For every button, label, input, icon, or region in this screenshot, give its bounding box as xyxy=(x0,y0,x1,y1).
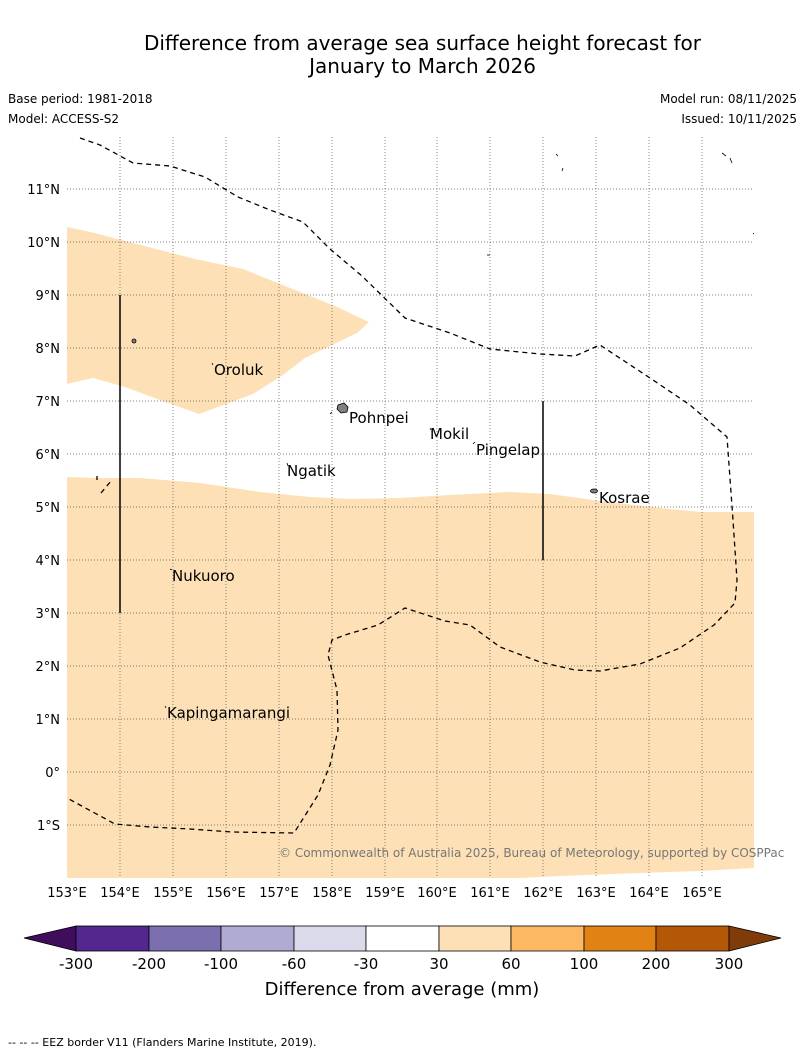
graticule xyxy=(67,137,754,878)
lat-label: 1°S xyxy=(37,819,60,834)
base-period: Base period: 1981-2018 xyxy=(8,92,153,106)
lon-label: 163°E xyxy=(576,886,616,901)
colorbar-segment xyxy=(510,925,585,952)
colorbar-tick: -200 xyxy=(132,955,166,973)
colorbar-tick: -60 xyxy=(282,955,307,973)
place-label-oroluk: Oroluk xyxy=(214,361,263,379)
lon-label: 153°E xyxy=(47,886,87,901)
lon-label: 159°E xyxy=(365,886,405,901)
colorbar-segment xyxy=(220,925,295,952)
colorbar-segment xyxy=(293,925,367,952)
colorbar-segment xyxy=(438,925,512,952)
colorbar-segment xyxy=(148,925,222,952)
lon-label: 156°E xyxy=(206,886,246,901)
lat-label: 7°N xyxy=(36,395,61,410)
lat-label: 0° xyxy=(45,766,60,781)
colorbar-tick: -300 xyxy=(59,955,93,973)
colorbar-label: Difference from average (mm) xyxy=(265,979,540,1000)
title-line-2: January to March 2026 xyxy=(309,54,536,78)
map-area xyxy=(67,137,754,878)
place-label-pingelap: Pingelap xyxy=(476,441,540,459)
lon-label: 162°E xyxy=(523,886,563,901)
eez-border xyxy=(67,137,738,834)
anomaly-region-north xyxy=(67,227,369,414)
colorbar-segment xyxy=(583,925,657,952)
lat-label: 10°N xyxy=(27,236,60,251)
colorbar-tick: 300 xyxy=(715,955,744,973)
lat-label: 6°N xyxy=(36,448,61,463)
lon-label: 158°E xyxy=(312,886,352,901)
colorbar xyxy=(23,925,782,952)
place-label-pohnpei: Pohnpei xyxy=(349,409,409,427)
colorbar-segment xyxy=(75,925,150,952)
lon-label: 160°E xyxy=(417,886,457,901)
islands xyxy=(131,152,754,494)
lat-label: 8°N xyxy=(36,342,61,357)
lat-label: 1°N xyxy=(36,713,61,728)
colorbar-extend-low xyxy=(23,925,77,952)
lat-label: 11°N xyxy=(27,183,60,198)
colorbar-tick: -100 xyxy=(204,955,238,973)
lat-label: 2°N xyxy=(36,660,61,675)
place-label-nukuoro: Nukuoro xyxy=(172,567,235,585)
colorbar-segment xyxy=(365,925,440,952)
lat-label: 3°N xyxy=(36,607,61,622)
lat-label: 5°N xyxy=(36,501,61,516)
anomaly-region-south xyxy=(67,477,754,878)
lat-label: 4°N xyxy=(36,554,61,569)
eez-attribution: -- -- -- EEZ border V11 (Flanders Marine… xyxy=(8,1036,317,1049)
colorbar-tick: 100 xyxy=(570,955,599,973)
issued-date: Issued: 10/11/2025 xyxy=(681,112,797,126)
colorbar-tick: -30 xyxy=(354,955,379,973)
lat-label: 9°N xyxy=(36,289,61,304)
chart-title: Difference from average sea surface heig… xyxy=(0,32,804,78)
model-name: Model: ACCESS-S2 xyxy=(8,112,120,126)
model-run-date: Model run: 08/11/2025 xyxy=(659,92,797,106)
colorbar-tick: 200 xyxy=(642,955,671,973)
lon-label: 155°E xyxy=(153,886,193,901)
colorbar-extend-high xyxy=(728,925,782,952)
copyright-text: © Commonwealth of Australia 2025, Bureau… xyxy=(279,846,784,860)
place-label-ngatik: Ngatik xyxy=(287,462,336,480)
place-label-kosrae: Kosrae xyxy=(599,489,650,507)
place-label-kapingamarangi: Kapingamarangi xyxy=(167,704,290,722)
colorbar-tick: 60 xyxy=(501,955,520,973)
place-markers xyxy=(164,362,476,709)
place-label-mokil: Mokil xyxy=(430,425,469,443)
title-line-1: Difference from average sea surface heig… xyxy=(143,31,702,55)
lon-label: 157°E xyxy=(259,886,299,901)
colorbar-segment xyxy=(655,925,730,952)
lon-label: 165°E xyxy=(682,886,722,901)
lon-label: 154°E xyxy=(100,886,140,901)
lon-label: 161°E xyxy=(470,886,510,901)
colorbar-tick: 30 xyxy=(429,955,448,973)
lon-label: 164°E xyxy=(629,886,669,901)
